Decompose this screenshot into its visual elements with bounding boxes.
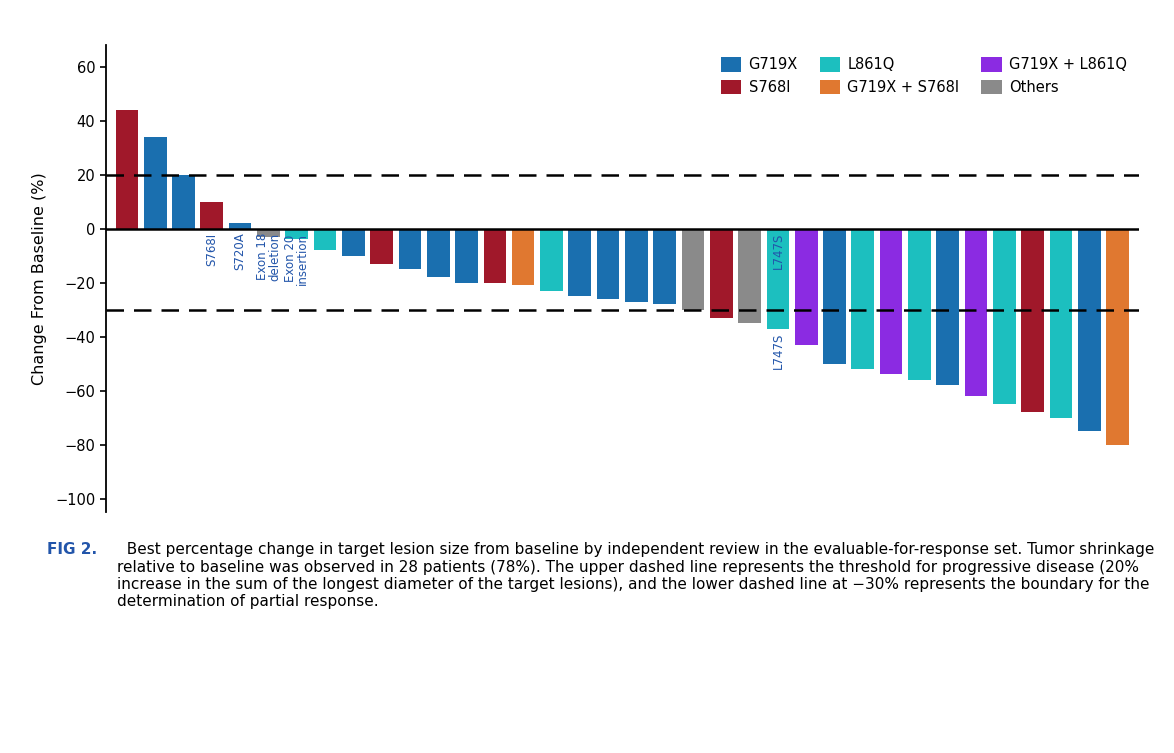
Bar (767, 229, 789, 328)
Bar (879, 229, 903, 374)
Text: Best percentage change in target lesion size from baseline by independent review: Best percentage change in target lesion … (117, 542, 1154, 609)
Bar (313, 229, 336, 250)
Text: S720A: S720A (234, 233, 247, 270)
Y-axis label: Change From Baseline (%): Change From Baseline (%) (32, 172, 47, 385)
Bar (795, 229, 817, 345)
Bar (851, 229, 875, 369)
Bar (654, 229, 676, 304)
Bar (710, 229, 733, 318)
Text: L747S: L747S (771, 233, 784, 269)
Bar (1021, 229, 1044, 412)
Bar (568, 229, 591, 296)
Bar (1050, 229, 1072, 418)
Bar (1078, 229, 1100, 431)
Bar (682, 229, 704, 309)
Bar (512, 229, 534, 285)
Text: S768I: S768I (205, 233, 218, 266)
Bar (625, 229, 648, 301)
Bar (144, 137, 167, 229)
Bar (993, 229, 1016, 404)
Text: Exon 18
deletion: Exon 18 deletion (256, 233, 281, 281)
Bar (173, 175, 195, 229)
Bar (342, 229, 365, 256)
Bar (965, 229, 987, 396)
Bar (399, 229, 421, 269)
Text: L747S: L747S (771, 333, 784, 369)
Bar (823, 229, 845, 364)
Bar (201, 202, 223, 229)
Bar (596, 229, 620, 299)
Bar (937, 229, 959, 386)
Bar (370, 229, 393, 264)
Text: FIG 2.: FIG 2. (47, 542, 97, 557)
Bar (257, 229, 279, 236)
Bar (115, 110, 139, 229)
Bar (540, 229, 562, 291)
Bar (1106, 229, 1129, 444)
Bar (229, 224, 251, 229)
Text: Exon 20
insertion: Exon 20 insertion (284, 233, 309, 285)
Bar (456, 229, 478, 282)
Bar (285, 229, 308, 239)
Bar (909, 229, 931, 380)
Bar (484, 229, 506, 282)
Bar (427, 229, 450, 277)
Bar (738, 229, 761, 323)
Legend: G719X, S768I, L861Q, G719X + S768I, G719X + L861Q, Others: G719X, S768I, L861Q, G719X + S768I, G719… (716, 53, 1132, 99)
